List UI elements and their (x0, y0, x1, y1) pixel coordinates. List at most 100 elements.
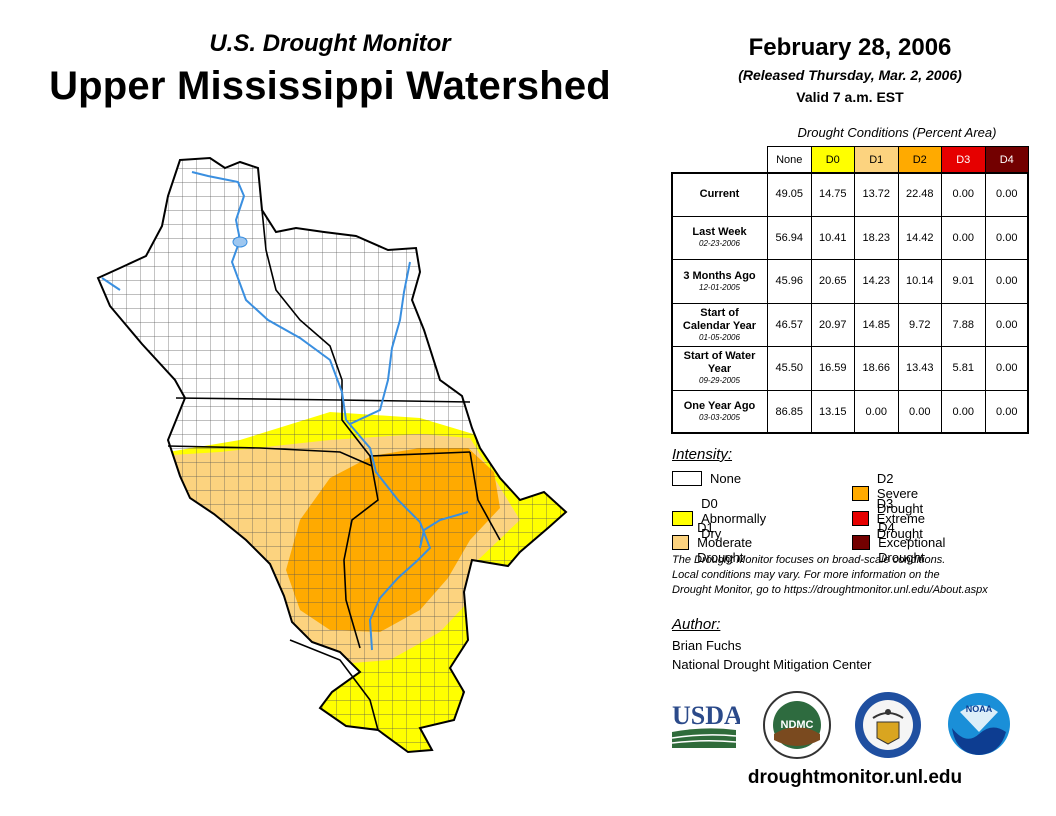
author-name: Brian Fuchs (672, 638, 742, 653)
disclaimer-note: The Drought Monitor focuses on broad-sca… (672, 553, 1042, 598)
row-label-text: Start of Calendar Year (682, 306, 757, 332)
release-date: (Released Thursday, Mar. 2, 2006) (738, 67, 962, 83)
row-label-text: Start of Water Year (683, 350, 756, 376)
legend-label: D0 Abnormally Dry (701, 496, 767, 541)
table-cell: 16.59 (810, 346, 855, 391)
table-cell: 9.72 (897, 302, 942, 347)
legend-item: D1 Moderate Drought (672, 520, 765, 565)
table-cell: 22.48 (897, 172, 942, 217)
valid-time: Valid 7 a.m. EST (796, 89, 904, 105)
author-title: Author: (672, 616, 721, 633)
row-date: 03-03-2005 (699, 413, 740, 423)
row-label: 3 Months Ago 12-01-2005 (671, 259, 768, 304)
table-cell: 0.00 (897, 389, 942, 434)
map-subtitle: U.S. Drought Monitor (209, 30, 451, 57)
table-cell: 0.00 (984, 215, 1029, 260)
row-label: Last Week 02-23-2006 (671, 215, 768, 260)
table-cell: 14.85 (854, 302, 899, 347)
table-cell: 14.23 (854, 259, 899, 304)
table-cell: 45.96 (767, 259, 812, 304)
column-header: D0 (810, 146, 855, 173)
table-cell: 18.23 (854, 215, 899, 260)
table-cell: 14.75 (810, 172, 855, 217)
legend-swatch (852, 486, 869, 501)
legend-swatch (852, 511, 869, 526)
table-cell: 18.66 (854, 346, 899, 391)
row-date: 02-23-2006 (699, 239, 740, 249)
drought-conditions-table: None D0 D1 D2 D3 D4 Current 49.05 14.75 13.72 22.4… (671, 146, 1029, 434)
table-cell: 45.50 (767, 346, 812, 391)
table-cell: 0.00 (984, 346, 1029, 391)
legend-item: D4 Exceptional Drought (852, 520, 957, 565)
row-date: 12-01-2005 (699, 282, 740, 292)
row-label-text: Current (699, 187, 740, 200)
column-header: D3 (941, 146, 986, 173)
legend-label: D4 Exceptional Drought (878, 520, 946, 565)
table-cell: 14.42 (897, 215, 942, 260)
legend-item: D0 Abnormally Dry (672, 496, 775, 541)
legend-label: D2 Severe Drought (876, 471, 924, 516)
table-cell: 0.00 (984, 302, 1029, 347)
note-line: Local conditions may vary. For more info… (672, 569, 940, 581)
note-line: The Drought Monitor focuses on broad-sca… (672, 554, 946, 566)
legend-swatch (672, 471, 702, 486)
table-cell: 10.41 (810, 215, 855, 260)
row-date: 09-29-2005 (699, 376, 740, 386)
drought-map (97, 157, 567, 753)
noaa-logo: NOAA (948, 693, 1010, 755)
row-label-text: Last Week (692, 226, 747, 239)
legend-label: D1 Moderate Drought (697, 520, 753, 565)
table-cell: 7.88 (941, 302, 986, 347)
table-cell: 56.94 (767, 215, 812, 260)
row-label: Current (671, 172, 768, 217)
table-cell: 13.43 (897, 346, 942, 391)
note-line: Drought Monitor, go to https://droughtmo… (672, 584, 988, 596)
table-cell: 86.85 (767, 389, 812, 434)
table-corner (671, 146, 768, 173)
usda-logo: USDA (671, 701, 740, 748)
legend-label: D3 Extreme Drought (876, 496, 926, 541)
lake (232, 236, 248, 248)
table-cell: 13.72 (854, 172, 899, 217)
table-cell: 0.00 (941, 172, 986, 217)
table-cell: 9.01 (941, 259, 986, 304)
table-cell: 0.00 (854, 389, 899, 434)
legend-item: D3 Extreme Drought (852, 496, 938, 541)
valid-date: February 28, 2006 (748, 34, 952, 61)
column-header: D2 (897, 146, 942, 173)
ndmc-logo-text: NDMC (781, 719, 814, 731)
author-org: National Drought Mitigation Center (672, 657, 872, 672)
rivers (101, 171, 469, 651)
legend-swatch (672, 511, 694, 526)
row-label: Start of Water Year 09-29-2005 (671, 346, 768, 391)
map-title: Upper Mississippi Watershed (49, 64, 611, 108)
table-cell: 0.00 (984, 259, 1029, 304)
table-cell: 0.00 (984, 389, 1029, 434)
legend-swatch (852, 535, 871, 550)
table-cell: 0.00 (941, 215, 986, 260)
row-label-text: 3 Months Ago (683, 269, 756, 282)
table-cell: 46.57 (767, 302, 812, 347)
usda-logo-text: USDA (672, 701, 740, 730)
table-caption: Drought Conditions (Percent Area) (797, 125, 997, 140)
table-cell: 20.65 (810, 259, 855, 304)
table-cell: 13.15 (810, 389, 855, 434)
table-cell: 49.05 (767, 172, 812, 217)
state-boundaries (167, 209, 501, 731)
ndmc-logo: NDMC (763, 691, 831, 759)
row-label: Start of Calendar Year 01-05-2006 (671, 302, 768, 347)
table-cell: 0.00 (941, 389, 986, 434)
legend-label: None (710, 471, 742, 486)
table-cell: 5.81 (941, 346, 986, 391)
column-header: D4 (984, 146, 1029, 173)
row-label-text: One Year Ago (683, 400, 756, 413)
legend-title: Intensity: (672, 446, 733, 463)
noaa-logo-text: NOAA (966, 704, 993, 714)
row-date: 01-05-2006 (699, 332, 740, 342)
column-header: D1 (854, 146, 899, 173)
drought-areas (98, 158, 566, 752)
legend-item: D2 Severe Drought (852, 471, 936, 516)
commerce-seal (855, 692, 921, 758)
column-header: None (767, 146, 812, 173)
website-link[interactable]: droughtmonitor.unl.edu (747, 767, 963, 788)
